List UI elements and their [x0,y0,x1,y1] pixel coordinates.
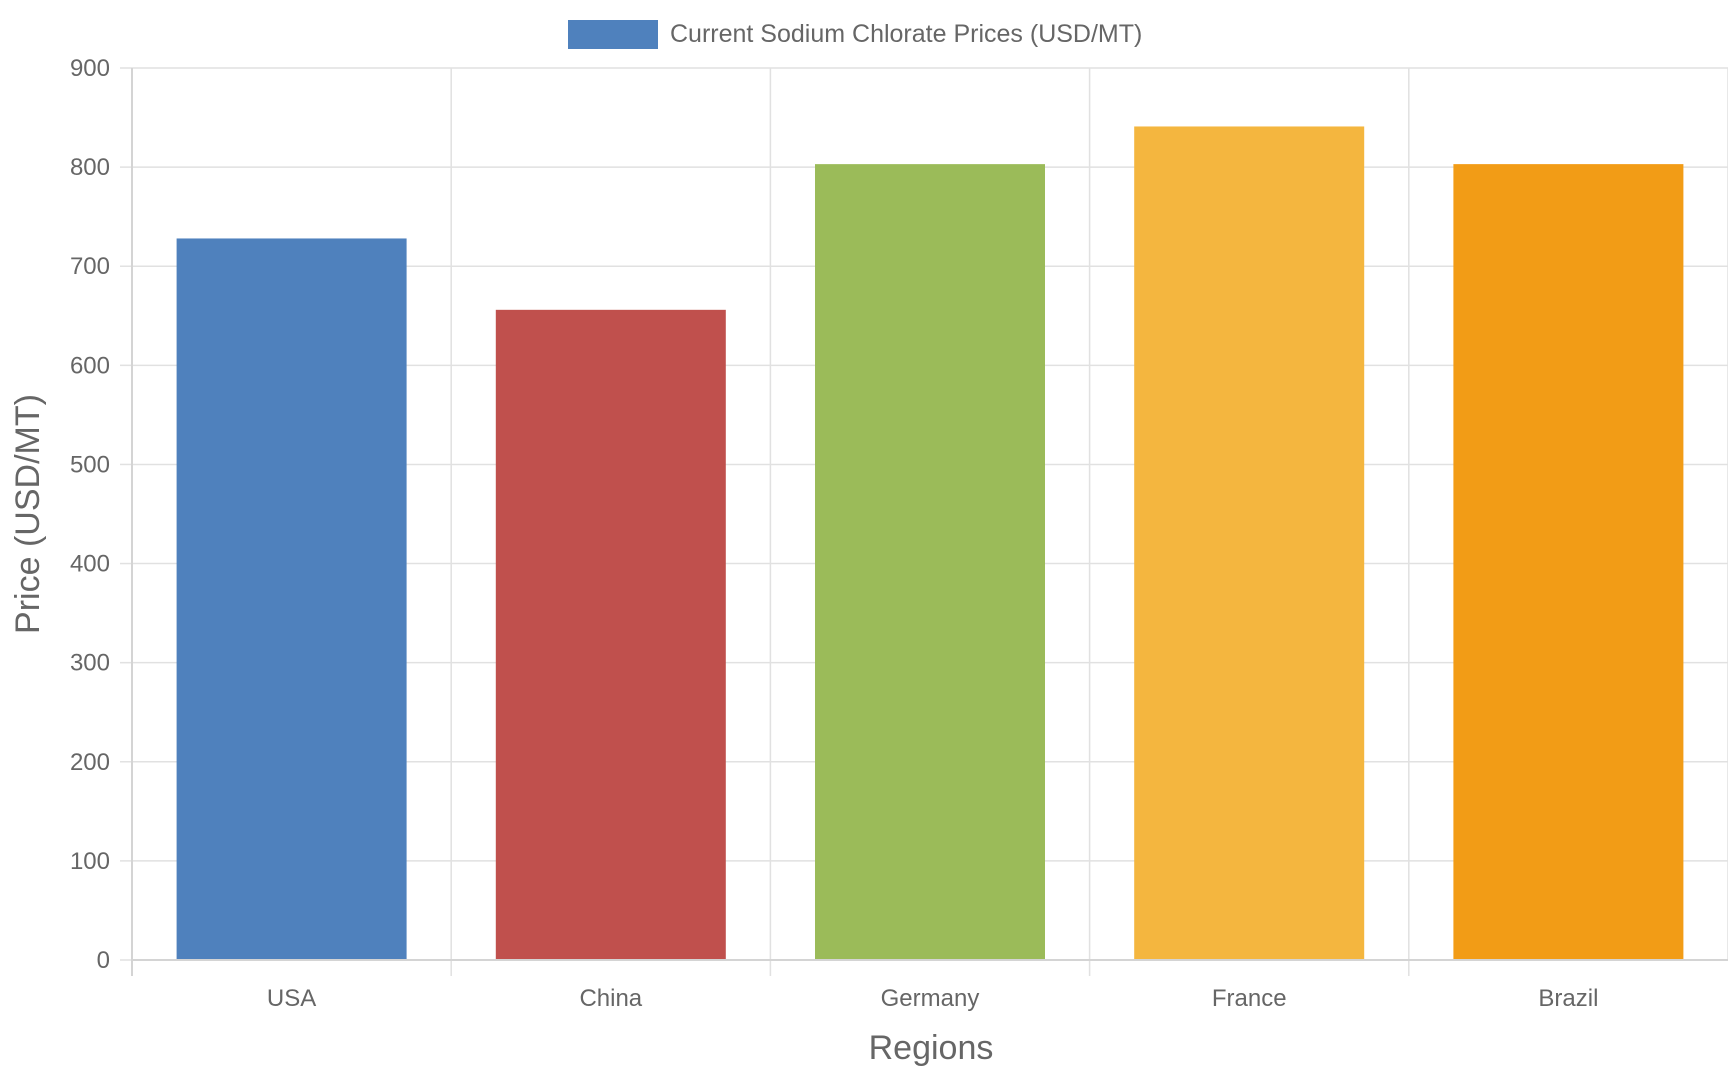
x-tick-label: USA [267,985,316,1012]
y-tick-label: 300 [70,650,110,677]
bar-china[interactable] [495,309,726,962]
y-tick-label: 200 [70,749,110,776]
y-tick-label: 100 [70,848,110,875]
y-tick-label: 900 [70,55,110,82]
legend-swatch [568,20,658,49]
x-tick-label: France [1212,985,1287,1012]
y-tick-label: 0 [97,947,110,974]
x-axis-ticks: USA China Germany France Brazil [131,960,1598,1012]
y-tick-label: 600 [70,352,110,379]
bar-france[interactable] [1134,126,1365,961]
x-tick-label: Brazil [1538,985,1598,1012]
bar-germany[interactable] [815,164,1045,961]
y-tick-label: 700 [70,253,110,280]
legend-label: Current Sodium Chlorate Prices (USD/MT) [670,20,1142,48]
y-tick-label: 800 [70,154,110,181]
y-axis-title: Price (USD/MT) [9,394,47,634]
legend[interactable]: Current Sodium Chlorate Prices (USD/MT) [568,20,1142,49]
x-axis-title: Regions [869,1029,994,1067]
bar-brazil[interactable] [1453,164,1684,961]
bars [176,126,1684,962]
x-tick-label: China [579,985,642,1012]
bar-usa[interactable] [176,238,407,961]
x-tick-label: Germany [881,985,980,1012]
y-axis-ticks: 0 100 200 300 400 500 600 700 800 900 [70,55,132,974]
y-tick-label: 400 [70,551,110,578]
y-tick-label: 500 [70,451,110,478]
